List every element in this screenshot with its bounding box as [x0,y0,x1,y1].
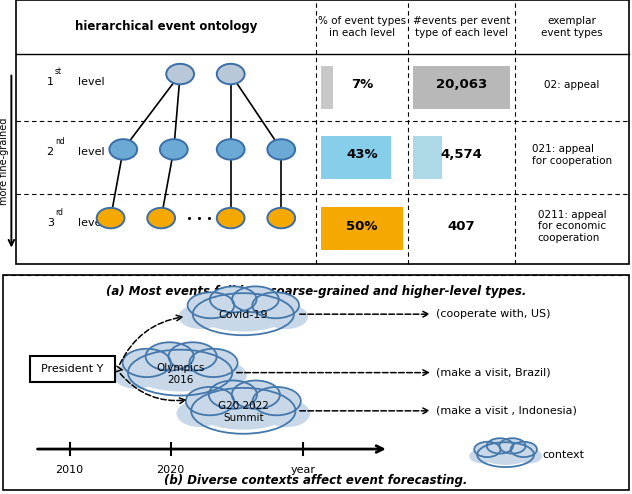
Text: level: level [78,147,104,157]
Ellipse shape [210,381,256,408]
Text: context: context [542,450,584,459]
Text: rd: rd [55,208,63,217]
Ellipse shape [264,400,310,427]
Ellipse shape [233,381,279,408]
Text: exemplar
event types: exemplar event types [541,16,603,38]
Text: Covid-19: Covid-19 [219,310,268,320]
Text: (b) Diverse contexts affect event forecasting.: (b) Diverse contexts affect event foreca… [164,474,468,487]
Ellipse shape [189,293,233,318]
Bar [413,136,442,179]
Text: 1: 1 [47,77,54,87]
Bar [321,207,403,250]
Text: 20,063: 20,063 [435,79,487,91]
Ellipse shape [176,400,222,427]
Text: level: level [78,77,104,87]
Ellipse shape [254,388,300,414]
Ellipse shape [480,445,531,465]
Bar [30,356,115,382]
Text: year: year [291,465,316,475]
Ellipse shape [197,392,290,430]
Ellipse shape [253,293,298,318]
Ellipse shape [124,349,169,376]
Text: (a) Most events fall into coarse-grained and higher-level types.: (a) Most events fall into coarse-grained… [106,286,526,298]
Text: (make a visit, Brazil): (make a visit, Brazil) [436,368,550,377]
Ellipse shape [113,362,159,389]
Text: Olympics
2016: Olympics 2016 [156,363,204,384]
Ellipse shape [264,304,308,329]
Ellipse shape [169,343,216,370]
Text: (make a visit , Indonesia): (make a visit , Indonesia) [436,406,577,416]
Text: nd: nd [55,137,64,146]
Text: 407: 407 [447,220,475,233]
Text: 2010: 2010 [56,465,83,475]
Ellipse shape [160,139,188,160]
Bar [321,136,391,179]
Text: G20 2022
Summit: G20 2022 Summit [218,401,269,423]
Ellipse shape [217,139,245,160]
Text: % of event types
in each level: % of event types in each level [318,16,406,38]
Text: hierarchical event ontology: hierarchical event ontology [75,20,257,34]
Text: level: level [78,218,104,228]
Ellipse shape [475,442,500,457]
Text: (cooperate with, US): (cooperate with, US) [436,309,550,319]
Text: 3: 3 [47,218,54,228]
Text: more fine-grained: more fine-grained [0,118,9,205]
Text: 4,574: 4,574 [441,148,482,162]
Ellipse shape [198,297,289,331]
Text: 021: appeal
for cooperation: 021: appeal for cooperation [532,144,612,165]
Text: 43%: 43% [346,148,378,162]
Ellipse shape [267,139,295,160]
Ellipse shape [233,287,277,312]
Ellipse shape [500,439,525,453]
Text: 7%: 7% [351,79,373,91]
Ellipse shape [201,362,247,389]
Ellipse shape [166,64,194,84]
Ellipse shape [217,208,245,228]
Text: 50%: 50% [346,220,377,233]
Text: #events per event
type of each level: #events per event type of each level [413,16,510,38]
Ellipse shape [179,304,223,329]
Text: 2: 2 [47,147,54,157]
Ellipse shape [469,449,494,463]
Bar [413,66,510,109]
Ellipse shape [487,439,513,453]
Ellipse shape [217,64,245,84]
Ellipse shape [109,139,137,160]
Ellipse shape [97,208,125,228]
Ellipse shape [133,354,227,392]
Text: President Y: President Y [42,364,104,374]
Ellipse shape [211,287,255,312]
Ellipse shape [147,343,193,370]
Ellipse shape [187,388,233,414]
Ellipse shape [517,449,542,463]
Text: 0211: appeal
for economic
cooperation: 0211: appeal for economic cooperation [538,209,606,243]
Text: 2020: 2020 [157,465,185,475]
Ellipse shape [147,208,175,228]
Bar [321,66,333,109]
Text: 02: appeal: 02: appeal [544,80,600,90]
Ellipse shape [191,349,236,376]
Ellipse shape [267,208,295,228]
Text: st: st [55,67,62,76]
Ellipse shape [511,442,537,457]
